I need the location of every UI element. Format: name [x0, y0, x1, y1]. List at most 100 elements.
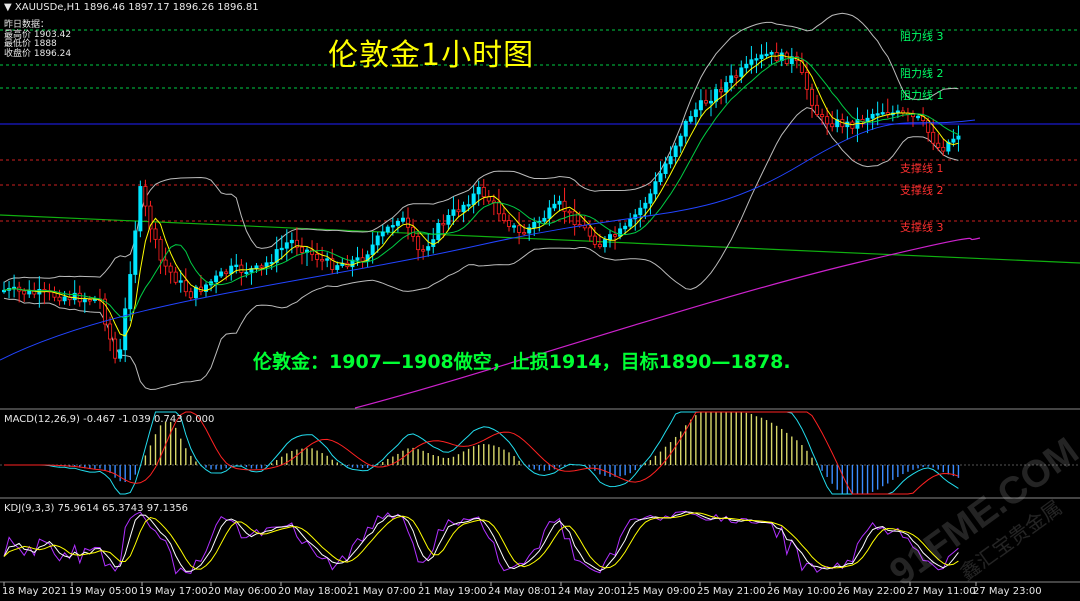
candle-body [618, 228, 623, 237]
candle-body [335, 265, 340, 270]
candle-body [239, 264, 244, 273]
candle-body [375, 235, 380, 246]
candle-body [592, 235, 597, 245]
candle-body [693, 109, 698, 117]
support-3-label: 支撑线 3 [900, 221, 944, 234]
x-tick-label: 21 May 07:00 [347, 586, 416, 597]
candle-body [405, 217, 410, 228]
candle-body [310, 249, 315, 255]
candle-body [103, 298, 108, 325]
candle-body [22, 290, 27, 295]
candle-body [274, 249, 279, 263]
candle-body [178, 280, 183, 283]
candle-body [173, 271, 178, 283]
resistance-3-label: 阻力线 3 [900, 30, 944, 43]
candle-body [734, 75, 739, 78]
candle-body [148, 205, 153, 230]
candle-body [633, 214, 638, 220]
candle-body [496, 201, 501, 215]
candle-body [466, 204, 471, 207]
candle-body [214, 275, 219, 283]
candle-body [128, 274, 133, 310]
prev-high: 最高价 1903.42 [4, 29, 72, 40]
candle-body [799, 60, 804, 73]
candle-body [441, 223, 446, 226]
x-tick-label: 20 May 06:00 [208, 586, 277, 597]
candle-body [113, 338, 118, 359]
candle-body [724, 82, 729, 93]
candle-body [804, 72, 809, 90]
candle-body [421, 249, 426, 252]
candle-body [244, 271, 249, 275]
candle-body [875, 113, 880, 116]
trade-signal: 伦敦金：1907—1908做空，止损1914，目标1890—1878. [253, 351, 791, 373]
x-tick-label: 18 May 2021 [2, 586, 68, 597]
x-tick-label: 21 May 19:00 [418, 586, 487, 597]
bollinger-bands [3, 12, 959, 391]
candle-body [815, 104, 820, 115]
candle-body [476, 186, 481, 195]
candle-body [608, 234, 613, 240]
x-tick-label: 19 May 05:00 [69, 586, 138, 597]
x-tick-label: 25 May 21:00 [697, 586, 766, 597]
ma-fast-line [3, 54, 959, 337]
candle-body [739, 67, 744, 77]
candle-body [315, 253, 320, 260]
resistance-1-label: 阻力线 1 [900, 89, 944, 102]
candle-body [522, 232, 527, 235]
candle-body [517, 225, 522, 233]
candle-body [193, 286, 198, 299]
candle-body [133, 230, 138, 275]
candle-body [628, 218, 633, 227]
candle-body [709, 100, 714, 104]
candle-body [390, 225, 395, 228]
support-2-label: 支撑线 2 [900, 184, 944, 197]
candle-body [865, 117, 870, 122]
candle-body [481, 186, 486, 198]
candle-body [542, 217, 547, 222]
candle-body [658, 173, 663, 183]
symbol-label: XAUUSDe,H1 [14, 2, 81, 13]
candle-body [108, 323, 113, 340]
candle-body [254, 265, 259, 269]
candle-body [789, 56, 794, 65]
candle-body [602, 239, 607, 248]
candle-body [825, 116, 830, 125]
candles [2, 42, 961, 364]
candle-body [62, 296, 67, 302]
candle-body [431, 239, 436, 247]
prev-day-stats: 昨日数据： 最高价 1903.42 最低价 1888 收盘价 1896.24 [4, 20, 72, 59]
candle-body [320, 259, 325, 262]
candle-body [269, 262, 274, 265]
chevron-down-icon[interactable]: ▼ [4, 2, 12, 13]
candle-body [360, 257, 365, 262]
candle-body [456, 209, 461, 213]
candle-body [279, 247, 284, 251]
candle-body [138, 186, 143, 232]
candle-body [330, 258, 335, 270]
candle-body [461, 204, 466, 213]
candle-body [557, 200, 562, 205]
candle-body [936, 142, 941, 148]
x-tick-label: 20 May 18:00 [278, 586, 347, 597]
candle-body [668, 156, 673, 165]
candle-body [638, 207, 643, 216]
x-tick-label: 24 May 20:01 [558, 586, 627, 597]
candle-body [153, 228, 158, 240]
candle-body [683, 120, 688, 137]
candle-body [289, 239, 294, 244]
candle-body [678, 135, 683, 147]
x-axis [3, 582, 977, 586]
candle-body [219, 271, 224, 277]
macd-line [4, 411, 959, 495]
candle-body [87, 299, 92, 302]
candle-body [158, 238, 163, 261]
candle-body [835, 119, 840, 128]
candle-body [143, 186, 148, 207]
x-tick-label: 25 May 09:00 [627, 586, 696, 597]
candle-body [370, 244, 375, 256]
ma-mid-line [3, 56, 959, 319]
candle-body [471, 193, 476, 205]
candle-body [168, 265, 173, 273]
moving-averages [0, 54, 981, 409]
